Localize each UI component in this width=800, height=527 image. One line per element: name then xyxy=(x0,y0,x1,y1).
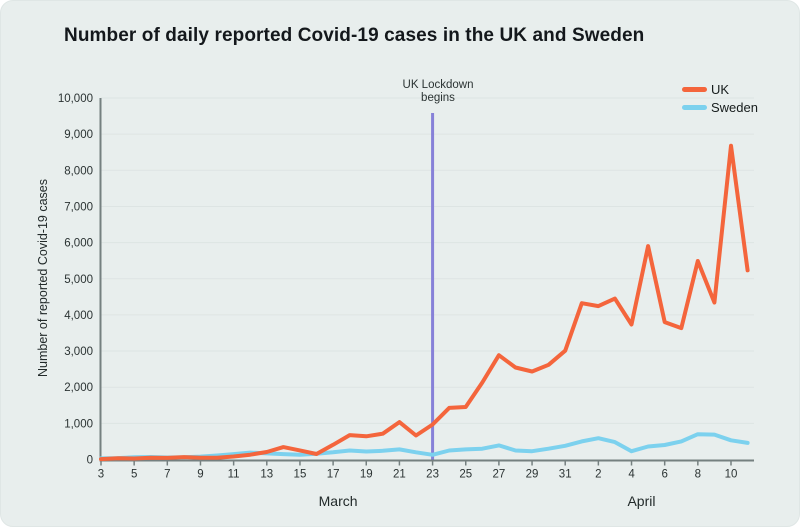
y-tick-label: 7,000 xyxy=(64,201,93,213)
lockdown-annotation-line1: UK Lockdown xyxy=(402,79,474,91)
x-tick-label: 13 xyxy=(260,469,273,481)
month-label-april: April xyxy=(627,493,656,509)
legend-item-sweden: Sweden xyxy=(682,100,758,115)
x-tick-label: 3 xyxy=(98,469,104,481)
y-tick-label: 0 xyxy=(87,455,93,467)
y-tick-label: 1,000 xyxy=(64,418,93,430)
x-tick-label: 21 xyxy=(393,469,406,481)
x-tick-label: 23 xyxy=(426,469,439,481)
x-tick-label: 19 xyxy=(360,469,373,481)
y-tick-label: 8,000 xyxy=(64,165,93,177)
x-tick-label: 31 xyxy=(559,469,572,481)
chart-title: Number of daily reported Covid-19 cases … xyxy=(64,25,645,46)
legend-label-sweden: Sweden xyxy=(711,100,758,115)
y-tick-label: 5,000 xyxy=(64,274,93,286)
x-tick-label: 7 xyxy=(164,469,170,481)
sweden-line-swatch xyxy=(682,105,707,110)
x-tick-label: 5 xyxy=(131,469,137,481)
month-label-march: March xyxy=(318,493,358,509)
lockdown-annotation-line2: begins xyxy=(421,92,455,104)
y-tick-label: 9,000 xyxy=(64,129,93,141)
legend: UK Sweden xyxy=(682,82,758,115)
legend-label-uk: UK xyxy=(711,82,730,97)
x-tick-label: 10 xyxy=(725,469,738,481)
x-tick-label: 6 xyxy=(661,469,667,481)
x-tick-label: 17 xyxy=(327,469,340,481)
x-tick-label: 11 xyxy=(228,469,240,481)
uk-line-swatch xyxy=(682,87,707,92)
y-tick-label: 6,000 xyxy=(64,238,93,250)
x-tick-label: 25 xyxy=(459,469,472,481)
uk-data-line xyxy=(99,143,750,462)
x-tick-label: 29 xyxy=(526,469,539,481)
x-tick-label: 2 xyxy=(595,469,601,481)
sweden-data-line xyxy=(99,432,750,461)
x-tick-label: 9 xyxy=(197,469,203,481)
y-tick-label: 4,000 xyxy=(64,310,93,322)
legend-item-uk: UK xyxy=(682,82,758,97)
y-tick-label: 10,000 xyxy=(58,93,93,105)
lockdown-annotation: UK Lockdown begins xyxy=(403,79,474,105)
x-tick-label: 4 xyxy=(628,469,635,481)
x-tick-label: 15 xyxy=(294,469,307,481)
x-tick-label: 27 xyxy=(492,469,505,481)
y-tick-label: 3,000 xyxy=(64,346,93,358)
x-tick-label: 8 xyxy=(695,469,701,481)
y-tick-label: 2,000 xyxy=(64,382,93,394)
